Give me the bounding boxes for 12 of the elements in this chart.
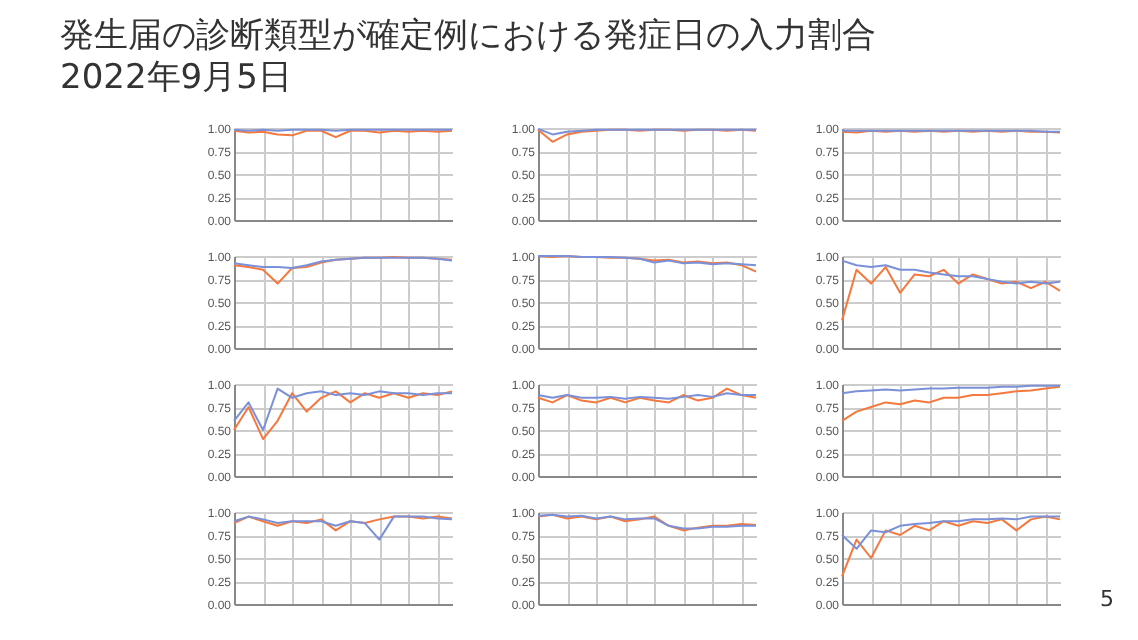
text: 5: [1100, 586, 1114, 612]
line-series: [233, 515, 453, 541]
line-series: [841, 515, 1061, 550]
line-series: [841, 385, 1061, 422]
chart-subtitle: 2022年9月5日: [60, 58, 294, 100]
chart-title: 発生届の診断類型が確定例における発症日の入力割合: [60, 16, 876, 58]
line-series: [841, 259, 1061, 285]
line-series: [841, 515, 1061, 578]
line-series: [841, 266, 1061, 322]
line-series: [537, 387, 757, 404]
line-series: [233, 387, 453, 431]
line-series: [233, 390, 453, 441]
